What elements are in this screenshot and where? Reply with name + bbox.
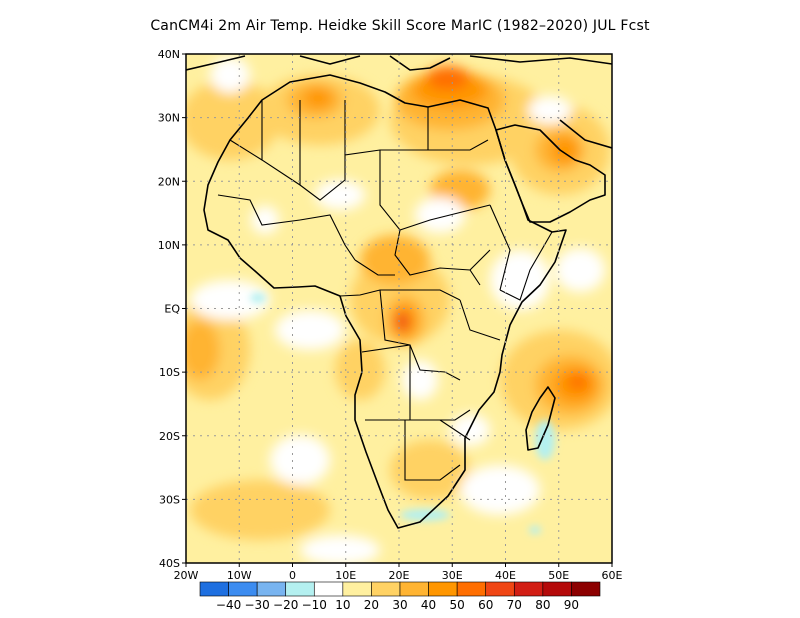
lon-label: 0	[289, 569, 296, 582]
colorbar-tick-label: 80	[535, 598, 550, 612]
colorbar-swatch	[542, 581, 572, 597]
lon-label: 10E	[335, 569, 356, 582]
colorbar-swatch	[313, 581, 344, 597]
lat-label: 20S	[159, 430, 180, 443]
colorbar-tick-label: −30	[244, 598, 269, 612]
lat-label: 40S	[159, 557, 180, 570]
lon-label: 40E	[495, 569, 516, 582]
colorbar-tick-label: 60	[478, 598, 493, 612]
colorbar-swatch	[456, 581, 487, 597]
arabia-coastline	[495, 124, 606, 223]
colorbar-labels: −40 −30 −20 −10 10 20 30 40 50 60 70 80 90	[216, 598, 579, 612]
coastlines	[186, 55, 612, 529]
lat-label: 10S	[159, 366, 180, 379]
colorbar	[199, 581, 601, 597]
colorbar-swatch	[399, 581, 429, 597]
europe-coastline	[186, 55, 612, 71]
colorbar-tick-label: 50	[450, 598, 465, 612]
lat-label: 40N	[158, 48, 180, 61]
africa-coastline	[203, 74, 567, 529]
iran-coastline	[559, 119, 612, 149]
lon-label: 20E	[389, 569, 410, 582]
colorbar-swatch	[256, 581, 287, 597]
colorbar-swatch	[199, 581, 229, 597]
colorbar-tick-label: 40	[421, 598, 436, 612]
colorbar-swatch	[285, 581, 315, 597]
colorbar-swatch	[571, 581, 601, 597]
colorbar-tick-label: 20	[364, 598, 379, 612]
lat-label: 10N	[158, 239, 180, 252]
colorbar-swatch	[428, 581, 458, 597]
lat-label: 30N	[158, 112, 180, 125]
country-borders	[217, 100, 553, 481]
colorbar-tick-label: 10	[335, 598, 350, 612]
latitude-labels: 40N 30N 20N 10N EQ 10S 20S 30S 40S	[158, 48, 186, 570]
colorbar-tick-label: 70	[507, 598, 522, 612]
colorbar-swatch	[228, 581, 258, 597]
longitude-labels: 20W 10W 0 10E 20E 30E 40E 50E 60E	[174, 563, 623, 582]
negative-skill-patches	[250, 293, 555, 534]
colorbar-tick-label: −10	[302, 598, 327, 612]
lat-label: EQ	[164, 303, 180, 316]
lon-label: 10W	[227, 569, 252, 582]
colorbar-tick-label: −20	[273, 598, 298, 612]
lon-label: 50E	[548, 569, 569, 582]
lat-label: 30S	[159, 493, 180, 506]
lon-label: 30E	[442, 569, 463, 582]
colorbar-tick-label: 90	[564, 598, 579, 612]
skill-shading	[186, 57, 612, 563]
lat-label: 20N	[158, 175, 180, 188]
colorbar-tick-label: 30	[392, 598, 407, 612]
colorbar-swatch	[371, 581, 401, 597]
colorbar-swatch	[513, 581, 544, 597]
madagascar-coastline	[525, 386, 556, 451]
lon-label: 20W	[174, 569, 199, 582]
colorbar-swatch	[342, 581, 372, 597]
colorbar-tick-label: −40	[216, 598, 241, 612]
colorbar-swatch	[485, 581, 515, 597]
map-title: CanCM4i 2m Air Temp. Heidke Skill Score …	[150, 18, 650, 34]
grid-lines	[186, 54, 612, 563]
lon-label: 60E	[602, 569, 623, 582]
